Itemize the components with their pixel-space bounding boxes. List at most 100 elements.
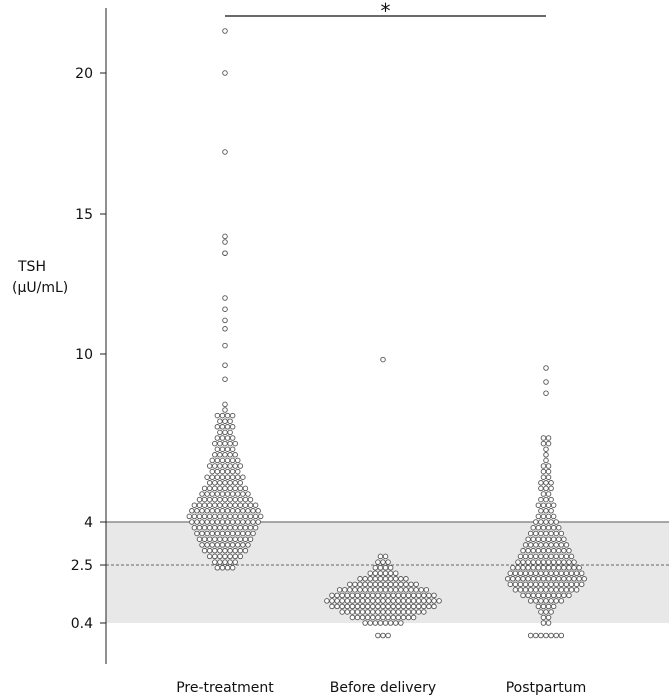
data-point	[413, 581, 419, 588]
data-point	[237, 496, 244, 503]
data-point	[380, 592, 386, 599]
data-point	[553, 530, 559, 537]
data-point	[242, 513, 249, 520]
data-point	[563, 542, 570, 548]
data-point	[234, 474, 241, 480]
data-point	[364, 614, 371, 621]
data-point	[227, 536, 233, 542]
data-point	[349, 609, 356, 615]
data-point	[214, 542, 221, 548]
data-point	[222, 250, 228, 256]
data-point	[421, 603, 427, 610]
data-point	[242, 524, 249, 531]
y-tick-label: 0.4	[71, 616, 93, 632]
data-point	[390, 614, 396, 621]
data-point	[212, 559, 218, 565]
data-point	[250, 508, 256, 514]
data-point	[377, 576, 384, 582]
data-point	[362, 581, 368, 588]
data-point	[543, 496, 549, 503]
data-point	[250, 530, 256, 537]
y-tick-label: 20	[75, 66, 93, 82]
data-point	[538, 542, 544, 548]
data-point	[194, 508, 200, 514]
data-point	[538, 570, 544, 577]
data-point	[545, 559, 552, 565]
data-point	[359, 614, 366, 621]
data-point	[421, 609, 427, 615]
data-point	[573, 581, 580, 588]
data-point	[247, 524, 254, 531]
data-point	[545, 502, 552, 508]
data-point	[354, 609, 361, 615]
data-point	[395, 603, 402, 610]
data-point	[191, 513, 198, 520]
data-point	[540, 468, 547, 475]
data-point	[393, 570, 399, 577]
data-point	[204, 508, 210, 514]
data-point	[217, 524, 223, 531]
data-point	[212, 463, 218, 469]
data-point	[405, 592, 412, 599]
data-point	[377, 581, 384, 588]
data-point	[398, 620, 404, 626]
data-point	[548, 480, 554, 486]
data-point	[217, 553, 223, 560]
data-point	[217, 485, 223, 492]
data-point	[540, 547, 547, 554]
data-point	[545, 620, 552, 626]
data-point	[204, 519, 210, 525]
data-point	[578, 570, 585, 577]
data-point	[344, 603, 351, 610]
data-point	[224, 446, 231, 452]
data-point	[357, 576, 363, 582]
data-point	[359, 592, 366, 599]
data-point	[550, 559, 557, 565]
data-point	[357, 581, 363, 588]
data-point	[222, 429, 228, 436]
data-point	[209, 508, 215, 514]
data-point	[222, 463, 228, 469]
data-point	[204, 474, 210, 480]
data-point	[548, 598, 554, 604]
data-point	[377, 570, 384, 577]
data-point	[227, 418, 233, 424]
data-point	[206, 485, 213, 492]
data-point	[222, 28, 228, 34]
data-point	[222, 524, 228, 531]
data-point	[421, 592, 427, 599]
data-point	[543, 587, 549, 593]
data-point	[525, 547, 531, 554]
data-point	[512, 581, 519, 588]
dots-layer	[186, 28, 588, 639]
data-point	[229, 530, 236, 537]
data-point	[410, 614, 417, 621]
data-point	[240, 508, 246, 514]
data-point	[520, 592, 526, 599]
data-point	[540, 603, 547, 610]
data-point	[237, 502, 244, 508]
data-point	[512, 587, 519, 593]
data-point	[342, 587, 348, 593]
data-point	[545, 603, 552, 610]
data-point	[217, 502, 223, 508]
data-point	[540, 559, 547, 565]
data-point	[217, 480, 223, 486]
data-point	[194, 530, 200, 537]
data-point	[362, 620, 368, 626]
data-point	[229, 508, 236, 514]
data-point	[222, 407, 228, 413]
data-point	[372, 620, 379, 626]
data-point	[385, 592, 391, 599]
data-point	[222, 401, 228, 408]
y-axis-title-line-2: (μU/mL)	[12, 280, 68, 296]
data-point	[400, 603, 407, 610]
data-point	[234, 519, 241, 525]
data-point	[540, 440, 547, 447]
data-point	[334, 603, 340, 610]
data-point	[227, 463, 233, 469]
data-point	[556, 547, 562, 554]
data-point	[199, 542, 205, 548]
data-point	[543, 542, 549, 548]
data-point	[382, 620, 389, 626]
